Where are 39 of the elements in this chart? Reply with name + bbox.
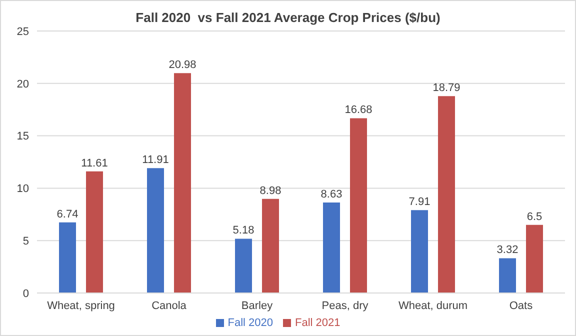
legend-label: Fall 2020 xyxy=(228,317,273,329)
bar xyxy=(526,224,543,293)
bar xyxy=(86,171,103,293)
bar xyxy=(174,73,191,293)
y-tick-label: 10 xyxy=(16,183,29,196)
data-label: 8.98 xyxy=(260,184,282,197)
chart-title: Fall 2020 vs Fall 2021 Average Crop Prices ($/bu) xyxy=(134,10,442,25)
data-label: 18.79 xyxy=(432,82,460,94)
bar xyxy=(147,168,164,293)
x-tick-label: Barley xyxy=(241,300,274,312)
data-label: 3.32 xyxy=(496,244,518,256)
y-tick-label: 25 xyxy=(16,26,29,38)
bar xyxy=(59,222,76,293)
data-label: 20.98 xyxy=(168,59,196,72)
data-label: 16.68 xyxy=(344,104,372,116)
data-label: 8.63 xyxy=(320,188,342,201)
bar xyxy=(411,210,428,293)
data-label: 11.61 xyxy=(81,157,108,170)
data-label: 7.91 xyxy=(408,196,430,208)
data-label: 6.74 xyxy=(56,208,78,220)
bar xyxy=(350,118,367,293)
bar xyxy=(438,96,455,293)
bar xyxy=(235,238,252,293)
data-label: 11.91 xyxy=(142,154,169,166)
bar xyxy=(323,202,340,293)
x-tick-label: Oats xyxy=(509,300,534,312)
y-tick-label: 5 xyxy=(22,236,29,248)
legend-label: Fall 2021 xyxy=(295,317,340,329)
y-tick-label: 20 xyxy=(16,78,29,90)
x-tick-label: Canola xyxy=(152,300,188,312)
bar xyxy=(499,258,516,293)
bar xyxy=(262,198,279,293)
x-tick-label: Wheat, durum xyxy=(398,300,468,312)
x-tick-label: Peas, dry xyxy=(322,300,369,312)
data-label: 5.18 xyxy=(232,224,254,237)
data-label: 6.5 xyxy=(526,210,542,223)
y-tick-label: 0 xyxy=(22,288,29,300)
y-tick-label: 15 xyxy=(16,130,29,143)
x-tick-label: Wheat, spring xyxy=(47,300,115,312)
